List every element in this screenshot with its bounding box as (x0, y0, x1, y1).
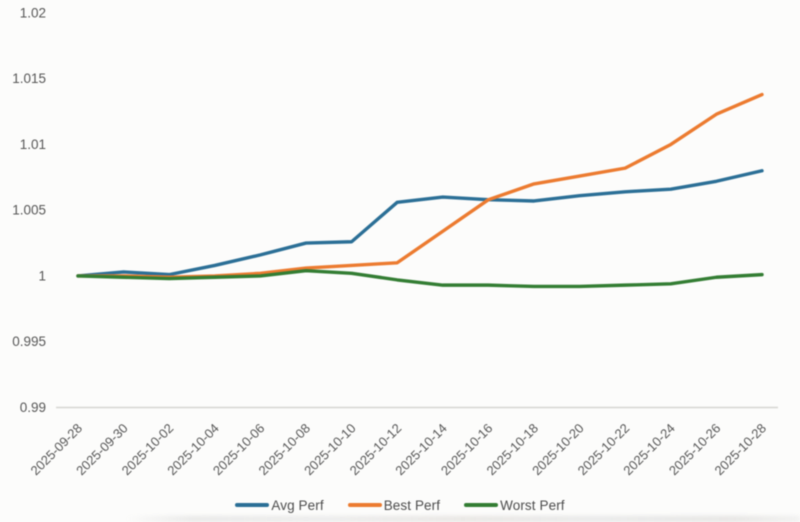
legend-label-best-perf: Best Perf (383, 497, 441, 513)
series-line-avg-perf (76, 169, 764, 278)
legend-swatch-worst-perf-icon (464, 502, 499, 508)
series-line-worst-perf (76, 268, 764, 289)
y-axis-tick-label: 1.01 (20, 137, 46, 152)
series-line-best-perf (76, 92, 764, 279)
y-axis-tick-label: 0.99 (20, 400, 46, 415)
bottom-edge-artifact (125, 516, 800, 522)
y-axis-tick-label: 0.995 (12, 334, 46, 349)
y-axis-tick-labels: 1.02 1.015 1.01 1.005 1 0.995 0.99 (12, 6, 46, 415)
y-axis-tick-label: 1 (38, 268, 46, 283)
y-axis-tick-label: 1.005 (12, 203, 46, 218)
series-lines (76, 92, 764, 289)
y-axis-tick-label: 1.015 (12, 71, 46, 86)
y-axis-tick-label: 1.02 (20, 6, 46, 21)
legend-swatch-best-perf-icon (347, 502, 382, 508)
chart-legend: Avg Perf Best Perf Worst Perf (0, 496, 800, 514)
legend-label-worst-perf: Worst Perf (500, 497, 565, 513)
legend-swatch-avg-perf-icon (235, 502, 270, 508)
legend-item-avg-perf: Avg Perf (235, 497, 324, 513)
legend-label-avg-perf: Avg Perf (271, 497, 324, 513)
legend-item-best-perf: Best Perf (347, 497, 441, 513)
legend-item-worst-perf: Worst Perf (464, 498, 565, 513)
x-axis-tick-labels: 2025-09-282025-09-302025-10-022025-10-04… (27, 421, 769, 479)
